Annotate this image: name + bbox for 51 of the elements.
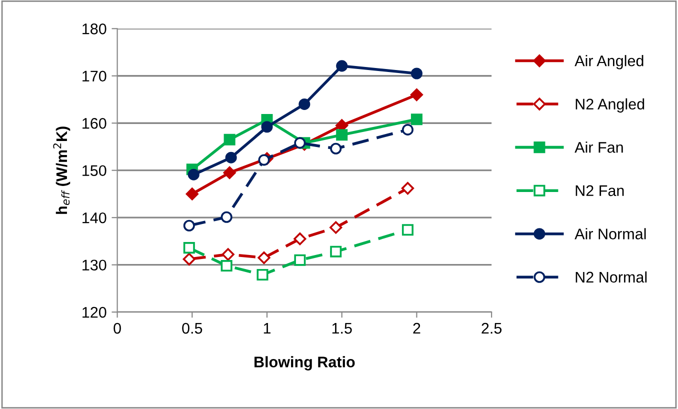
point xyxy=(183,242,195,254)
point xyxy=(223,166,236,180)
point xyxy=(294,137,306,149)
legend-label: Air Angled xyxy=(574,55,644,70)
point xyxy=(410,68,422,80)
y-tick-label: 140 xyxy=(82,212,106,224)
point xyxy=(258,251,270,264)
point xyxy=(258,154,270,166)
point xyxy=(294,232,306,246)
point xyxy=(401,182,414,195)
point xyxy=(182,252,196,266)
point xyxy=(410,114,422,126)
y-tick-label: 130 xyxy=(82,260,106,271)
point xyxy=(294,254,306,266)
y-tick-label: 180 xyxy=(82,24,106,34)
point xyxy=(225,152,237,164)
point xyxy=(261,121,273,133)
point xyxy=(330,221,342,234)
x-tick-label: 0.5 xyxy=(182,322,202,334)
point xyxy=(183,220,195,232)
y-axis-title: h$_{eff}$ (W/m$^{2}$K) xyxy=(53,126,70,214)
point xyxy=(220,211,232,223)
x-tick-label: 1.5 xyxy=(332,323,352,334)
point xyxy=(402,124,414,136)
legend-label: Air Fan xyxy=(574,142,623,153)
point xyxy=(224,134,236,146)
point xyxy=(402,224,414,236)
legend-label: N2 Angled xyxy=(576,98,644,113)
x-tick-label: 1 xyxy=(264,323,270,334)
y-tick-label: 160 xyxy=(82,118,106,129)
x-axis-title: Blowing Ratio xyxy=(254,356,355,370)
point xyxy=(336,60,348,72)
y-tick-label: 120 xyxy=(82,306,106,318)
point xyxy=(336,129,348,141)
point xyxy=(330,246,342,258)
legend-label: N2 Normal xyxy=(576,271,647,283)
point xyxy=(410,88,424,102)
legend-label: Air Normal xyxy=(574,228,646,240)
point xyxy=(220,260,232,272)
legend-label: N2 Fan xyxy=(576,185,624,196)
point xyxy=(256,268,268,281)
point xyxy=(188,168,200,180)
point xyxy=(186,188,198,200)
point xyxy=(222,248,234,261)
y-tick-label: 170 xyxy=(82,70,106,82)
x-tick-label: 2.5 xyxy=(482,322,502,334)
x-tick-label: 0 xyxy=(114,322,121,334)
y-tick-label: 150 xyxy=(82,165,106,176)
x-tick-label: 2 xyxy=(413,322,420,334)
point xyxy=(330,142,342,154)
point xyxy=(298,98,310,110)
